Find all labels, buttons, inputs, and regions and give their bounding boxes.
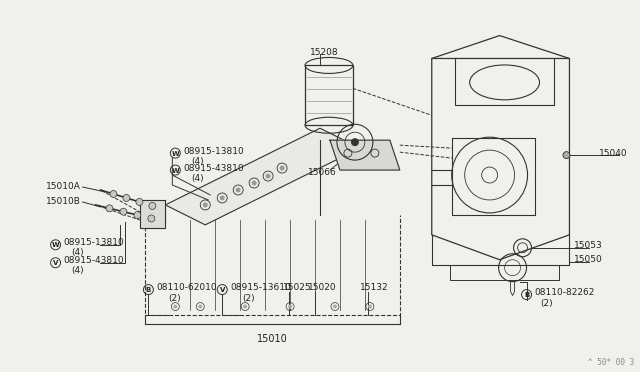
Text: 15066: 15066 xyxy=(308,167,337,177)
Circle shape xyxy=(198,305,202,308)
Text: ^ 50* 00 3: ^ 50* 00 3 xyxy=(588,358,634,367)
Text: 15132: 15132 xyxy=(360,283,388,292)
Text: V: V xyxy=(53,260,58,266)
Circle shape xyxy=(203,202,208,208)
Circle shape xyxy=(243,305,247,308)
Circle shape xyxy=(266,174,271,179)
Circle shape xyxy=(106,205,113,212)
Text: 15010B: 15010B xyxy=(45,198,81,206)
Text: (4): (4) xyxy=(72,248,84,257)
Circle shape xyxy=(288,305,292,308)
Circle shape xyxy=(236,187,241,192)
Text: 08915-13810: 08915-13810 xyxy=(183,147,244,155)
Circle shape xyxy=(252,180,257,186)
Polygon shape xyxy=(140,200,165,228)
Text: V: V xyxy=(220,287,225,293)
Circle shape xyxy=(148,215,155,222)
Text: 15208: 15208 xyxy=(310,48,339,57)
Text: W: W xyxy=(172,167,179,174)
Circle shape xyxy=(110,190,117,198)
Text: 15053: 15053 xyxy=(575,241,603,250)
Text: 08915-43810: 08915-43810 xyxy=(183,164,244,173)
Bar xyxy=(305,65,353,125)
Circle shape xyxy=(123,195,130,202)
Circle shape xyxy=(149,202,156,209)
Circle shape xyxy=(134,212,141,219)
Text: 15025: 15025 xyxy=(283,283,312,292)
Text: (2): (2) xyxy=(242,294,255,303)
Text: 15050: 15050 xyxy=(575,255,603,264)
Text: 08915-13810: 08915-13810 xyxy=(63,238,124,247)
Text: W: W xyxy=(172,151,179,157)
Circle shape xyxy=(280,166,285,170)
Text: 08915-43810: 08915-43810 xyxy=(63,256,124,265)
Text: 15040: 15040 xyxy=(600,149,628,158)
Circle shape xyxy=(368,305,372,308)
Text: W: W xyxy=(52,242,60,248)
Text: 08915-13610: 08915-13610 xyxy=(230,283,291,292)
Text: (2): (2) xyxy=(541,299,553,308)
Text: B: B xyxy=(146,287,151,293)
Polygon shape xyxy=(165,128,360,225)
Circle shape xyxy=(333,305,337,308)
Text: 08110-82262: 08110-82262 xyxy=(534,288,595,297)
Circle shape xyxy=(120,208,127,215)
Circle shape xyxy=(136,198,143,205)
Text: 15010: 15010 xyxy=(257,334,288,344)
Text: (4): (4) xyxy=(72,266,84,275)
Text: (4): (4) xyxy=(191,173,204,183)
Text: 15020: 15020 xyxy=(308,283,337,292)
Text: B: B xyxy=(524,292,529,298)
Circle shape xyxy=(173,305,177,308)
Text: (4): (4) xyxy=(191,157,204,166)
Text: 08110-62010: 08110-62010 xyxy=(156,283,217,292)
Circle shape xyxy=(351,138,359,146)
Circle shape xyxy=(220,195,225,201)
Circle shape xyxy=(563,152,570,158)
Text: (2): (2) xyxy=(168,294,181,303)
Polygon shape xyxy=(330,140,400,170)
Text: 15010A: 15010A xyxy=(45,183,81,192)
